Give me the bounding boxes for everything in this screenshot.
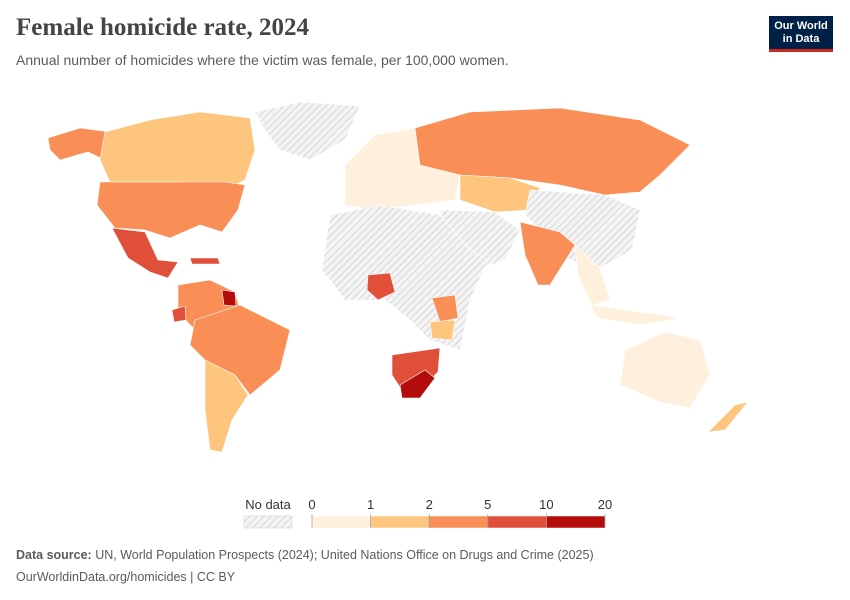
canada [99, 111, 256, 191]
legend-tick-label: 0 [308, 497, 315, 512]
countries [47, 101, 749, 453]
source: Data source: UN, World Population Prospe… [16, 548, 594, 562]
url: OurWorldinData.org/homicides | CC BY [16, 570, 236, 584]
logo-line: Our World [774, 20, 828, 32]
title: Female homicide rate, 2024 [16, 14, 309, 41]
guyana [221, 289, 237, 307]
tanzania [429, 319, 456, 341]
indonesia [589, 304, 681, 326]
ecuador [171, 305, 187, 323]
logo[interactable]: Our World in Data [769, 16, 833, 52]
alaska [47, 127, 111, 161]
legend-tick-label: 2 [426, 497, 433, 512]
usa [96, 181, 246, 239]
greenland [254, 101, 361, 161]
india [519, 221, 576, 286]
australia [619, 331, 711, 409]
southeast-asia [574, 244, 611, 306]
legend-tick-label: 20 [598, 497, 612, 512]
logo-line: in Data [782, 33, 820, 45]
kenya [431, 294, 459, 323]
brazil [189, 304, 291, 396]
legend-bin [311, 515, 371, 529]
legend-bin [428, 515, 489, 529]
no-data-label: No data [245, 497, 291, 512]
caribbean [189, 257, 221, 265]
legend-bin [487, 515, 547, 529]
legend-tick-label: 1 [367, 497, 374, 512]
source-label: Data source: [16, 548, 92, 562]
source-text: UN, World Population Prospects (2024); U… [95, 548, 594, 562]
south-africa [399, 369, 436, 399]
subtitle: Annual number of homicides where the vic… [16, 52, 509, 68]
nigeria [366, 272, 396, 301]
legend-bin [370, 515, 430, 529]
map [47, 101, 749, 453]
legend-tick-label: 10 [539, 497, 553, 512]
no-data-swatch [243, 515, 293, 529]
legend-tick-label: 5 [484, 497, 491, 512]
new-zealand [707, 401, 749, 433]
europe [344, 127, 461, 211]
mexico [111, 227, 179, 279]
legend: No data 0 1 2 5 10 20 [243, 497, 612, 529]
argentina [204, 359, 249, 453]
legend-bin [546, 515, 606, 529]
